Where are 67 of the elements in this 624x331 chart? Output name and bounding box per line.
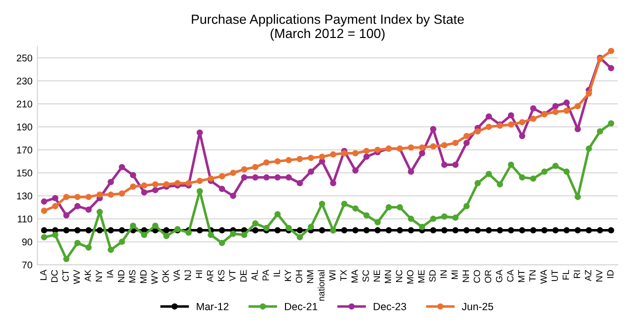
x-tick-label: NV (596, 270, 602, 282)
x-tick-label: DE (240, 270, 247, 282)
x-tick-label: CO (474, 270, 480, 283)
x-tick-label: ID (607, 270, 614, 278)
y-tick-label: 150 (17, 170, 32, 176)
x-tick-label: MN (384, 270, 392, 283)
x-tick-label: GA (496, 270, 502, 282)
x-tick-label: OK (162, 270, 169, 282)
x-tick-label: NC (396, 270, 402, 282)
x-tick-label: MD (140, 270, 146, 283)
x-tick-label: NY (96, 270, 102, 282)
x-tick-label: MI (452, 270, 458, 279)
x-tick-label: HI (196, 270, 202, 278)
y-tick-label: 130 (17, 192, 32, 200)
x-tick-label: DC (51, 270, 58, 282)
x-tick-label: FL (562, 270, 569, 280)
x-tick-label: MT (518, 270, 524, 282)
y-tick-label: 110 (18, 216, 32, 222)
legend-label: Dec-23 (374, 302, 406, 310)
y-tick-label: 90 (22, 238, 32, 246)
x-tick-label: NM (307, 270, 314, 283)
legend-label: Mar-12 (196, 302, 228, 310)
x-tick-label: TX (340, 270, 347, 281)
y-tick-label: 70 (22, 262, 32, 268)
x-tick-label: MS (129, 270, 136, 282)
x-tick-label: ME (418, 270, 424, 282)
y-tick-label: 170 (17, 146, 32, 154)
x-tick-label: IL (274, 270, 280, 276)
legend-label: Dec-21 (285, 302, 318, 310)
x-tick-label: MO (407, 270, 414, 284)
y-tick-label: 230 (16, 78, 32, 84)
x-tick-label: ND (118, 270, 124, 282)
x-tick-label: MA (352, 270, 358, 282)
y-tick-label: 250 (16, 54, 32, 62)
x-tick-label: KS (218, 270, 224, 281)
x-tick-label: WY (151, 270, 158, 284)
x-tick-label: OR (484, 270, 492, 283)
x-tick-label: PA (262, 270, 269, 280)
legend-label: Jun-25 (462, 302, 494, 310)
x-tick-label: NE (374, 270, 380, 282)
y-tick-label: 210 (16, 100, 32, 108)
x-tick-label: SC (362, 270, 369, 282)
x-tick-label: WA (540, 270, 547, 284)
x-tick-label: LA (40, 270, 46, 280)
x-tick-label: VT (229, 270, 236, 282)
x-tick-label: AL (251, 270, 258, 281)
y-tick-label: 190 (17, 124, 32, 130)
x-tick-label: AR (206, 270, 214, 282)
x-tick-label: VA (174, 270, 180, 281)
x-tick-label: national (318, 270, 324, 301)
x-tick-label: WI (329, 270, 336, 281)
x-tick-label: AK (84, 270, 91, 282)
x-tick-label: CA (507, 270, 514, 282)
x-tick-label: AZ (584, 270, 592, 282)
x-tick-label: IN (440, 270, 447, 278)
x-tick-label: IA (106, 270, 114, 278)
x-tick-label: CT (62, 270, 69, 282)
x-tick-label: NJ (184, 270, 192, 280)
x-tick-label: WV (74, 270, 80, 284)
x-tick-label: KY (284, 270, 292, 281)
x-tick-label: NH (462, 270, 469, 282)
x-tick-label: SD (429, 270, 436, 282)
x-tick-label: UT (552, 270, 558, 281)
x-tick-label: TN (529, 270, 536, 282)
chart-title: Purchase Applications Payment Index by State (March 2012 = 100) (192, 14, 464, 41)
x-tick-label: OH (296, 270, 302, 283)
x-tick-label: RI (574, 270, 580, 278)
